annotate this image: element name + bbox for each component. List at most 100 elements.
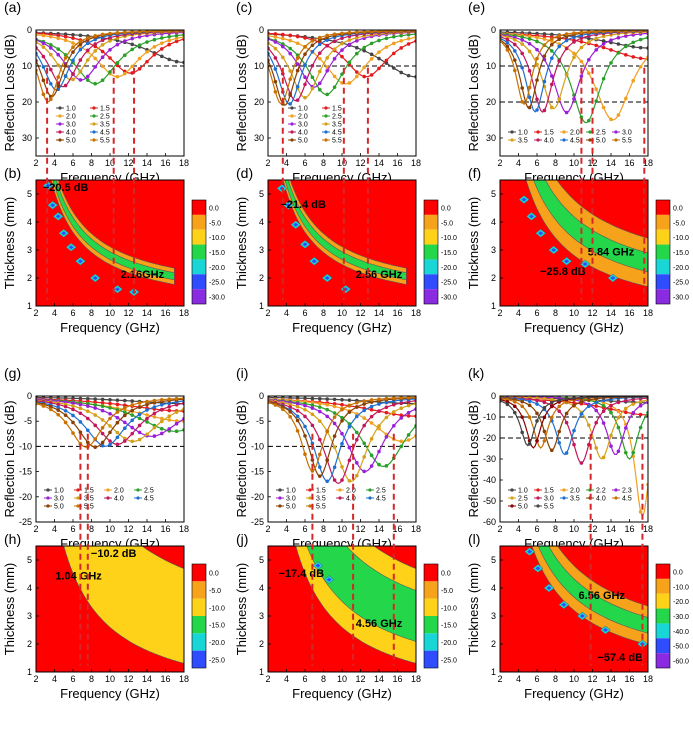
- series-marker: [56, 84, 60, 89]
- colorbar-swatch: [656, 200, 670, 215]
- series-marker: [340, 31, 344, 36]
- series-marker: [63, 420, 68, 425]
- series-marker: [56, 63, 60, 68]
- series-marker: [93, 34, 97, 38]
- series-marker: [71, 404, 75, 408]
- series-marker: [638, 396, 643, 399]
- series-marker: [579, 396, 584, 400]
- y-tick-label: 3: [491, 245, 496, 255]
- series-marker: [130, 439, 134, 444]
- series-marker: [130, 408, 134, 413]
- series-marker: [273, 79, 278, 84]
- x-tick-label: 8: [89, 308, 94, 318]
- series-marker: [130, 425, 134, 430]
- x-axis: 2 4 6 8 10 12 14 16 18: [265, 303, 421, 318]
- series-marker: [318, 38, 322, 43]
- colorbar-tick: -10.0: [441, 235, 457, 242]
- contour-well-core: [45, 183, 51, 188]
- series-marker: [347, 445, 352, 450]
- series-marker: [108, 439, 112, 443]
- series-marker: [332, 56, 337, 61]
- x-tick-label: 6: [534, 308, 539, 318]
- series-marker: [369, 73, 374, 77]
- series-marker: [550, 42, 554, 47]
- x-tick-label: 12: [123, 674, 133, 684]
- legend-marker: [58, 122, 62, 126]
- colorbar-swatch: [656, 274, 670, 290]
- series-marker: [273, 35, 278, 39]
- series-marker: [115, 42, 120, 47]
- panel-label: (d): [236, 165, 253, 181]
- series-marker: [41, 404, 46, 408]
- series-marker: [362, 48, 367, 53]
- colorbar-frame: [191, 199, 207, 305]
- series-marker: [392, 402, 396, 407]
- legend-label: 5.5: [316, 504, 326, 511]
- colorbar-swatch: [656, 578, 670, 594]
- colorbar-swatch: [424, 581, 438, 599]
- legend-label: 5.0: [54, 504, 64, 511]
- y-tick-label: -15: [19, 467, 32, 477]
- series-marker: [78, 430, 83, 434]
- series-marker: [273, 56, 278, 60]
- series-marker: [174, 33, 179, 38]
- x-tick-label: 16: [624, 524, 634, 534]
- y-tick-label: 5: [27, 555, 32, 565]
- series-marker: [550, 37, 554, 41]
- series-marker: [130, 47, 134, 52]
- series-marker: [167, 397, 171, 401]
- series-marker: [624, 34, 628, 38]
- series-marker: [174, 59, 179, 64]
- y-axis-label: Reflection Loss (dB): [2, 34, 17, 151]
- series-marker: [638, 412, 643, 417]
- series-marker: [137, 437, 142, 442]
- series-marker: [340, 431, 344, 436]
- colorbar: 0.0 -5.0 -10.0 -15.0 -20.0 -25.0: [423, 563, 457, 669]
- colorbar-tick: 0.0: [209, 205, 219, 212]
- series-marker: [86, 48, 90, 53]
- series-marker: [624, 96, 628, 101]
- series-marker: [579, 399, 584, 404]
- series-marker: [505, 40, 510, 45]
- series-marker: [281, 44, 285, 49]
- colorbar-swatch: [656, 214, 670, 230]
- series-marker: [56, 408, 60, 412]
- x-tick-label: 2: [33, 158, 38, 168]
- series-marker: [631, 450, 635, 455]
- legend-label: 2.3: [622, 488, 632, 495]
- legend-label: 5.0: [596, 138, 606, 145]
- series-marker: [550, 397, 554, 402]
- colorbar-tick: -10.0: [673, 235, 689, 242]
- x-tick-label: 6: [70, 158, 75, 168]
- series-marker: [137, 56, 142, 61]
- y-tick-label: -40: [483, 475, 496, 485]
- series-marker: [564, 32, 569, 36]
- legend-label: 4.5: [622, 496, 632, 503]
- series-marker: [281, 407, 285, 412]
- y-axis-label: Thickness (mm): [234, 197, 249, 289]
- series-marker: [616, 113, 621, 117]
- y-tick-label: 0: [259, 391, 264, 401]
- x-axis: 2 4 6 8 10 12 14 16 18: [265, 153, 421, 168]
- series-marker: [318, 35, 322, 40]
- series-marker: [174, 36, 179, 41]
- panel-label: (b): [4, 165, 21, 181]
- series-marker: [527, 399, 532, 404]
- x-tick-label: 6: [534, 674, 539, 684]
- series-marker: [601, 105, 606, 110]
- series-marker: [63, 413, 68, 418]
- contour-well-core: [311, 259, 317, 264]
- contour-band-inner: [306, 546, 416, 642]
- legend-marker: [290, 130, 294, 134]
- series-marker: [310, 86, 315, 91]
- series-marker: [86, 416, 90, 421]
- series-marker: [115, 61, 120, 65]
- guide-lines-k: [589, 433, 644, 666]
- x-tick-label: 10: [337, 308, 347, 318]
- legend-marker: [588, 130, 592, 134]
- colorbar-swatch: [424, 274, 438, 290]
- y-tick-label: 20: [254, 97, 264, 107]
- series-marker: [174, 410, 179, 414]
- y-axis: 0 10 20 30: [22, 25, 39, 143]
- legend-label: 1.5: [84, 488, 94, 495]
